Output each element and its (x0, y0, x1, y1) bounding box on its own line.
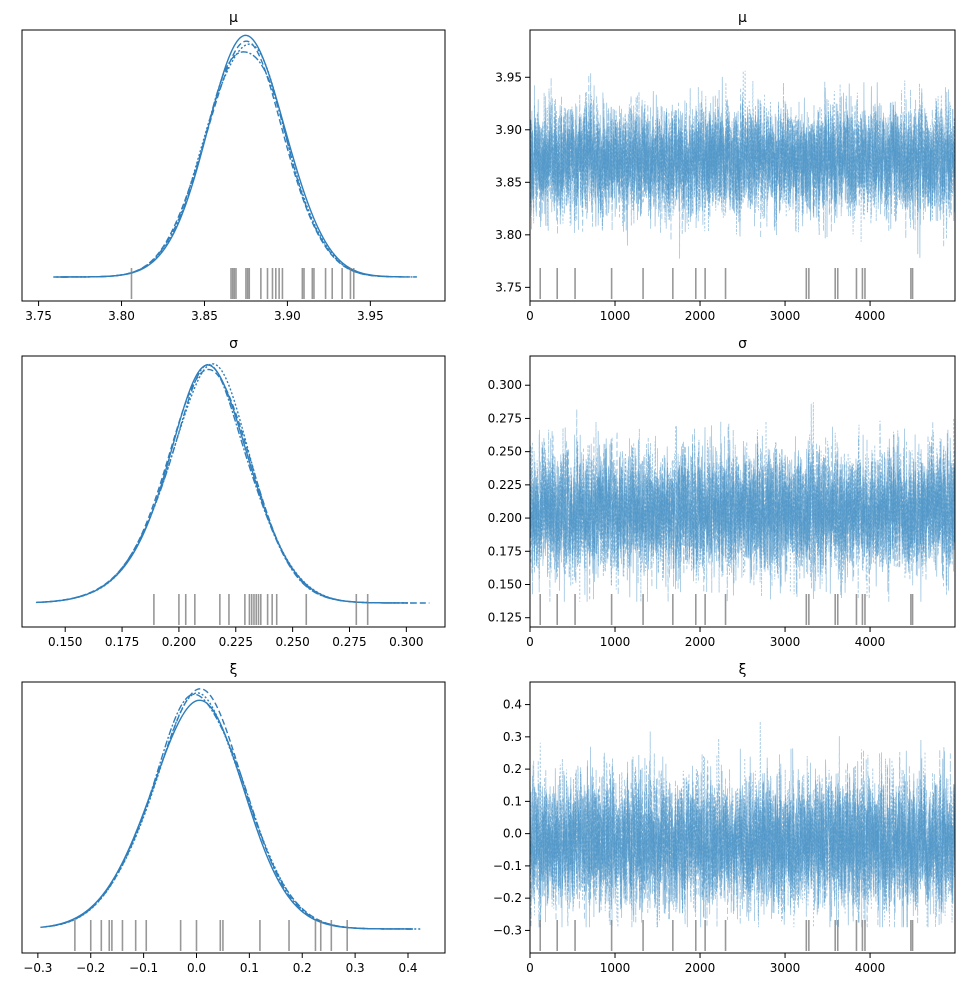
x-tick-label: 2000 (685, 635, 716, 649)
x-tick-label: 0.4 (398, 961, 417, 975)
panel-3-kde: σ 0.150 0.175 0.200 0.225 0.250 0.275 0.300 (21, 336, 446, 649)
y-tick-label: 0.250 (488, 445, 522, 459)
panel-1-kde: μ 3.75 3.80 3.85 3.90 3.95 (21, 10, 446, 323)
y-tick-label: 0.225 (488, 478, 522, 492)
x-tick-label: 1000 (600, 961, 631, 975)
panel-6-trace: ξ −0.3 −0.2 −0.1 0.0 0.1 0.2 0.3 0.4 0 1000 2000 300… (493, 662, 956, 975)
y-tick-label: −0.3 (493, 923, 522, 937)
y-tick-label: 3.90 (495, 123, 522, 137)
panel-5-kde: ξ −0.3 −0.2 −0.1 0.0 0.1 0.2 0.3 0.4 (21, 662, 446, 975)
axes-frame (21, 29, 446, 302)
axes-frame (529, 681, 956, 954)
kde-chain-3 (56, 43, 416, 278)
x-tick-label: 2000 (685, 961, 716, 975)
x-tick-label: 0 (526, 961, 534, 975)
panel-title: σ (229, 336, 238, 352)
x-tick-label: −0.2 (76, 961, 105, 975)
x-tick-label: 0.0 (187, 961, 206, 975)
y-tick-label: 3.75 (495, 280, 522, 294)
x-tick-label: 2000 (685, 309, 716, 323)
y-tick-label: 0.3 (503, 730, 522, 744)
y-tick-label: 0.150 (488, 577, 522, 591)
plot-area (530, 70, 955, 299)
x-tick-label: 0 (526, 635, 534, 649)
x-tick-label: 0.250 (275, 635, 309, 649)
plot-area (35, 363, 430, 625)
plot-area (40, 688, 422, 951)
x-tick-label: −0.3 (23, 961, 52, 975)
x-tick-label: 3000 (770, 961, 801, 975)
axes-frame (529, 355, 956, 628)
trace-chain-4 (530, 420, 955, 602)
axes-frame (21, 355, 446, 628)
x-tick-label: 0.275 (332, 635, 366, 649)
x-tick-label: 3.75 (25, 309, 52, 323)
x-tick-label: 3.80 (108, 309, 135, 323)
kde-chain-4 (36, 363, 408, 604)
y-tick-label: 0.275 (488, 411, 522, 425)
y-tick-label: 0.1 (503, 794, 522, 808)
x-tick-label: 1000 (600, 309, 631, 323)
kde-chain-4 (40, 693, 411, 930)
y-tick-label: 0.300 (488, 378, 522, 392)
y-tick-label: 3.95 (495, 70, 522, 84)
trace-chain-4 (530, 81, 955, 247)
x-tick-label: 0 (526, 309, 534, 323)
x-tick-label: 0.3 (346, 961, 365, 975)
kde-chain-3 (38, 363, 412, 604)
axes-frame (529, 29, 956, 302)
kde-chain-2 (53, 40, 417, 278)
kde-chain-2 (50, 688, 414, 930)
plot-area (530, 402, 955, 625)
panel-title: ξ (739, 662, 747, 678)
x-tick-label: 3.85 (191, 309, 218, 323)
y-tick-label: 3.85 (495, 175, 522, 189)
y-tick-label: 0.2 (503, 762, 522, 776)
y-tick-label: 0.175 (488, 544, 522, 558)
x-tick-label: 1000 (600, 635, 631, 649)
x-tick-label: −0.1 (129, 961, 158, 975)
y-tick-label: 0.200 (488, 511, 522, 525)
x-tick-label: 0.225 (219, 635, 253, 649)
x-tick-label: 0.2 (293, 961, 312, 975)
x-tick-label: 0.200 (162, 635, 196, 649)
kde-chain-2 (35, 368, 430, 604)
x-tick-label: 3.90 (274, 309, 301, 323)
plot-area (53, 34, 417, 299)
y-tick-label: 0.0 (503, 827, 522, 841)
x-tick-label: 3.95 (357, 309, 384, 323)
kde-chain-1 (59, 34, 404, 278)
kde-chain-1 (41, 364, 405, 604)
x-tick-label: 4000 (855, 635, 886, 649)
axes-frame (21, 681, 446, 954)
panel-title: μ (229, 10, 238, 26)
x-tick-label: 3000 (770, 635, 801, 649)
x-tick-label: 4000 (855, 961, 886, 975)
y-tick-label: −0.1 (493, 859, 522, 873)
panel-4-trace: σ 0.125 0.150 0.175 0.200 0.225 0.250 0.275 0.30… (488, 336, 956, 649)
panel-title: ξ (230, 662, 238, 678)
x-tick-label: 4000 (855, 309, 886, 323)
x-tick-label: 0.175 (105, 635, 139, 649)
panel-2-trace: μ 3.75 3.80 3.85 3.90 3.95 0 1000 2000 3000 4000 (495, 10, 956, 323)
panel-title: μ (738, 10, 747, 26)
trace-chain-4 (530, 731, 955, 928)
kde-chain-1 (46, 699, 414, 930)
kde-chain-3 (44, 692, 422, 930)
y-tick-label: 0.4 (503, 698, 522, 712)
kde-chain-4 (61, 51, 403, 278)
panel-title: σ (738, 336, 747, 352)
x-tick-label: 3000 (770, 309, 801, 323)
y-tick-label: 0.125 (488, 611, 522, 625)
y-tick-label: −0.2 (493, 891, 522, 905)
x-tick-label: 0.150 (48, 635, 82, 649)
x-tick-label: 0.1 (240, 961, 259, 975)
y-tick-label: 3.80 (495, 228, 522, 242)
plot-area (530, 721, 955, 951)
x-tick-label: 0.300 (389, 635, 423, 649)
